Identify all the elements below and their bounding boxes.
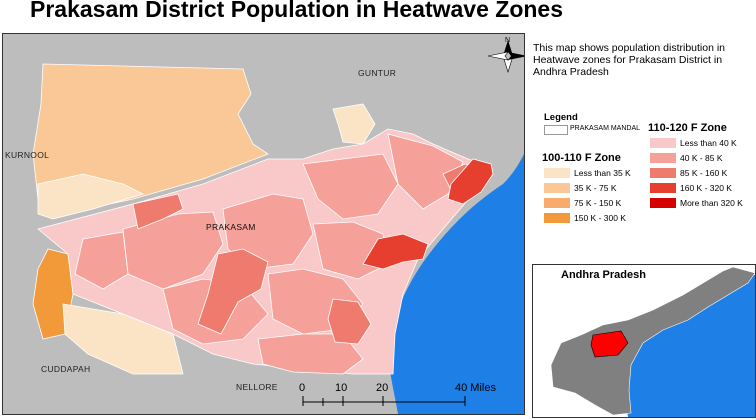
- scale-tick-20: 20: [376, 382, 389, 394]
- north-arrow: [487, 40, 524, 74]
- legend-title: Legend: [544, 112, 578, 123]
- zone-a-swatch-4: [544, 213, 570, 223]
- scale-bar: [302, 396, 466, 406]
- inset-prakasam-highlight: [590, 330, 629, 358]
- map-title: Prakasam District Population in Heatwave…: [30, 0, 563, 22]
- district-160-320k-1: [362, 233, 429, 270]
- main-map[interactable]: N GUNTUR KURNOOL PRAKASAM CUDDAPAH NELLO…: [2, 33, 525, 415]
- inset-andhra-pradesh: [550, 266, 755, 416]
- scale-tick-40: 40 Miles: [455, 382, 496, 394]
- zone-a-label-4: 150 K - 300 K: [574, 213, 626, 223]
- zone-b-label-1: Less than 40 K: [680, 138, 737, 148]
- label-cuddapah: CUDDAPAH: [41, 364, 91, 374]
- zone-a-label-1: Less than 35 K: [574, 168, 631, 178]
- district-40-85k-8: [257, 333, 364, 375]
- zone-b-swatch-1: [650, 138, 676, 148]
- zone-a-swatch-2: [544, 183, 570, 193]
- zone-a-title: 100-110 F Zone: [542, 152, 621, 164]
- legend-swatch-mandal: [544, 125, 568, 135]
- zone-a-swatch-3: [544, 198, 570, 208]
- district-40-85k-9: [74, 231, 129, 290]
- district-40-85k-3: [302, 153, 399, 220]
- district-40-85k-1: [122, 211, 224, 290]
- label-kurnool: KURNOOL: [5, 150, 50, 160]
- label-nellore: NELLORE: [236, 382, 278, 392]
- zone-a-label-3: 75 K - 150 K: [574, 198, 622, 208]
- inset-map-svg: [533, 265, 755, 417]
- zone-b-swatch-4: [650, 183, 676, 193]
- legend-label-mandal: PRAKASAM MANDAL: [570, 125, 641, 132]
- zone-b-label-3: 85 K - 160 K: [680, 168, 728, 178]
- label-guntur: GUNTUR: [358, 68, 397, 78]
- zone-a-swatch-1: [544, 168, 570, 178]
- zone-b-swatch-2: [650, 153, 676, 163]
- district-160-320k-2: [447, 158, 494, 205]
- district-40-85k-4: [387, 133, 464, 210]
- region-nw-under-35k: [37, 173, 145, 220]
- main-map-svg: N: [3, 34, 524, 414]
- label-prakasam: PRAKASAM: [206, 222, 256, 232]
- scale-tick-0: 0: [299, 382, 306, 394]
- district-85-160k-2: [197, 248, 269, 335]
- scale-tick-10: 10: [335, 382, 348, 394]
- district-85-160k-1: [132, 193, 184, 230]
- legend: Legend PRAKASAM MANDAL 100-110 F Zone Le…: [538, 110, 753, 260]
- zone-b-label-2: 40 K - 85 K: [680, 153, 723, 163]
- zone-b-swatch-3: [650, 168, 676, 178]
- map-description: This map shows population distribution i…: [533, 42, 726, 78]
- district-85-160k-3: [327, 298, 372, 345]
- north-label: N: [505, 37, 510, 44]
- zone-a-label-2: 35 K - 75 K: [574, 183, 617, 193]
- zone-b-label-5: More than 320 K: [680, 198, 743, 208]
- inset-title: Andhra Pradesh: [561, 269, 646, 281]
- inset-map[interactable]: Andhra Pradesh: [532, 264, 756, 418]
- zone-b-label-4: 160 K - 320 K: [680, 183, 732, 193]
- bay-of-bengal: [388, 154, 524, 414]
- zone-b-title: 110-120 F Zone: [648, 122, 727, 134]
- zone-b-swatch-5: [650, 198, 676, 208]
